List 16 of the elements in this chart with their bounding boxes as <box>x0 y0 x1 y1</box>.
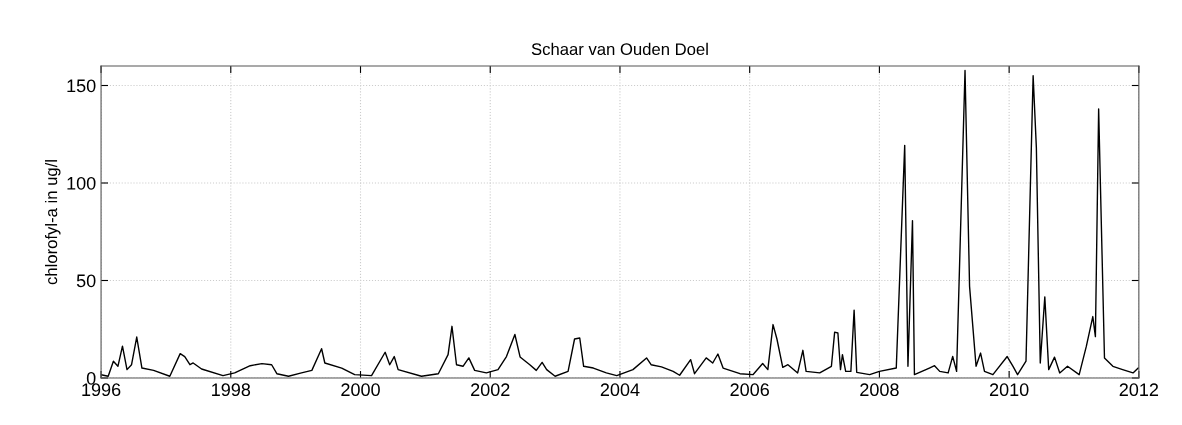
x-tick-label: 2000 <box>341 383 380 397</box>
x-tick-label: 2010 <box>989 383 1029 397</box>
chart-title: Schaar van Ouden Doel <box>531 42 708 56</box>
x-tick-label: 2012 <box>1119 383 1159 397</box>
x-tick-label: 1998 <box>212 383 251 397</box>
y-tick-label: 50 <box>76 274 96 288</box>
x-tick-label: 2004 <box>600 383 640 397</box>
y-tick-label: 100 <box>67 176 96 190</box>
y-tick-label: 0 <box>86 371 96 385</box>
y-tick-label: 150 <box>67 79 96 93</box>
x-tick-label: 2002 <box>471 383 510 397</box>
x-tick-label: 1996 <box>82 383 121 397</box>
line-series <box>101 69 1139 377</box>
y-axis-title: chlorofyl-a in ug/l <box>44 160 61 285</box>
x-tick-label: 2008 <box>860 383 899 397</box>
x-tick-label: 2006 <box>730 383 769 397</box>
